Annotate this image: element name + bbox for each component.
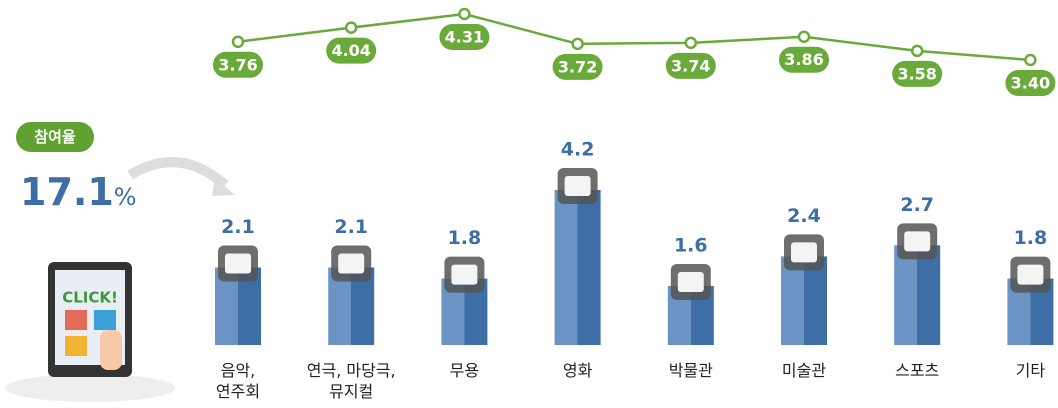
line-point	[458, 7, 471, 21]
category-label: 박물관	[668, 361, 713, 380]
icon-detail	[904, 231, 931, 252]
app-icon	[65, 310, 87, 330]
value-label: 2.1	[334, 216, 368, 238]
badge: 참여율	[16, 122, 94, 152]
icon-detail	[677, 271, 704, 292]
line-value-label: 3.76	[218, 55, 257, 74]
bar	[894, 245, 941, 345]
category-label: 연극, 마당극, 뮤지컬	[306, 361, 396, 401]
label-pill	[439, 24, 490, 50]
app-icon	[94, 310, 116, 330]
line-point	[1024, 53, 1037, 67]
line-value-label: 4.31	[445, 28, 484, 47]
label-pill	[213, 51, 263, 78]
category-label: 스포츠	[895, 361, 940, 380]
bar	[554, 190, 601, 345]
icon-detail	[338, 253, 365, 274]
line-value-label: 3.40	[1011, 74, 1050, 93]
line-value-label: 3.86	[784, 50, 823, 69]
line-point	[571, 37, 584, 51]
shadow	[5, 374, 175, 402]
line-point	[910, 44, 924, 58]
value-label: 1.6	[674, 234, 708, 256]
value-label: 4.2	[561, 139, 595, 161]
rate-unit: %	[113, 183, 137, 211]
label-pill	[552, 53, 603, 80]
app-icon	[65, 336, 87, 356]
click-text: CLICK!	[62, 289, 118, 307]
arrow-head	[212, 178, 235, 196]
icon-detail	[1017, 264, 1044, 285]
icon-detail	[225, 253, 251, 274]
icon-detail	[451, 264, 478, 285]
line-value-label: 3.72	[558, 57, 597, 76]
arrow	[127, 157, 229, 189]
label-pill	[665, 52, 716, 79]
rate-value: 17.1	[20, 170, 114, 214]
label-pill	[326, 37, 377, 64]
icon-detail	[791, 242, 817, 263]
line-point	[231, 35, 245, 49]
line	[237, 12, 1031, 62]
value-label: 2.4	[787, 205, 821, 227]
category-label: 기타	[1015, 361, 1046, 380]
category-label: 음악, 연주회	[215, 361, 261, 401]
line-value-label: 4.04	[331, 41, 370, 60]
value-label: 1.8	[1014, 227, 1048, 249]
line-point	[797, 30, 811, 43]
category-label: 미술관	[781, 361, 827, 380]
line-point	[344, 21, 358, 34]
value-label: 2.7	[900, 194, 934, 216]
value-label: 1.8	[448, 227, 482, 249]
category-label: 영화	[562, 361, 593, 380]
line-value-label: 3.58	[897, 64, 936, 83]
rate: 17.1%	[20, 170, 137, 214]
bar	[781, 256, 827, 345]
label-pill	[1005, 70, 1056, 96]
icon-detail	[564, 176, 591, 196]
line-point	[684, 36, 698, 50]
value-label: 2.1	[221, 216, 255, 238]
line-value-label: 3.74	[671, 56, 710, 75]
hand	[100, 330, 122, 370]
label-pill	[892, 60, 943, 87]
category-label: 무용	[449, 361, 480, 380]
label-pill	[779, 46, 829, 73]
